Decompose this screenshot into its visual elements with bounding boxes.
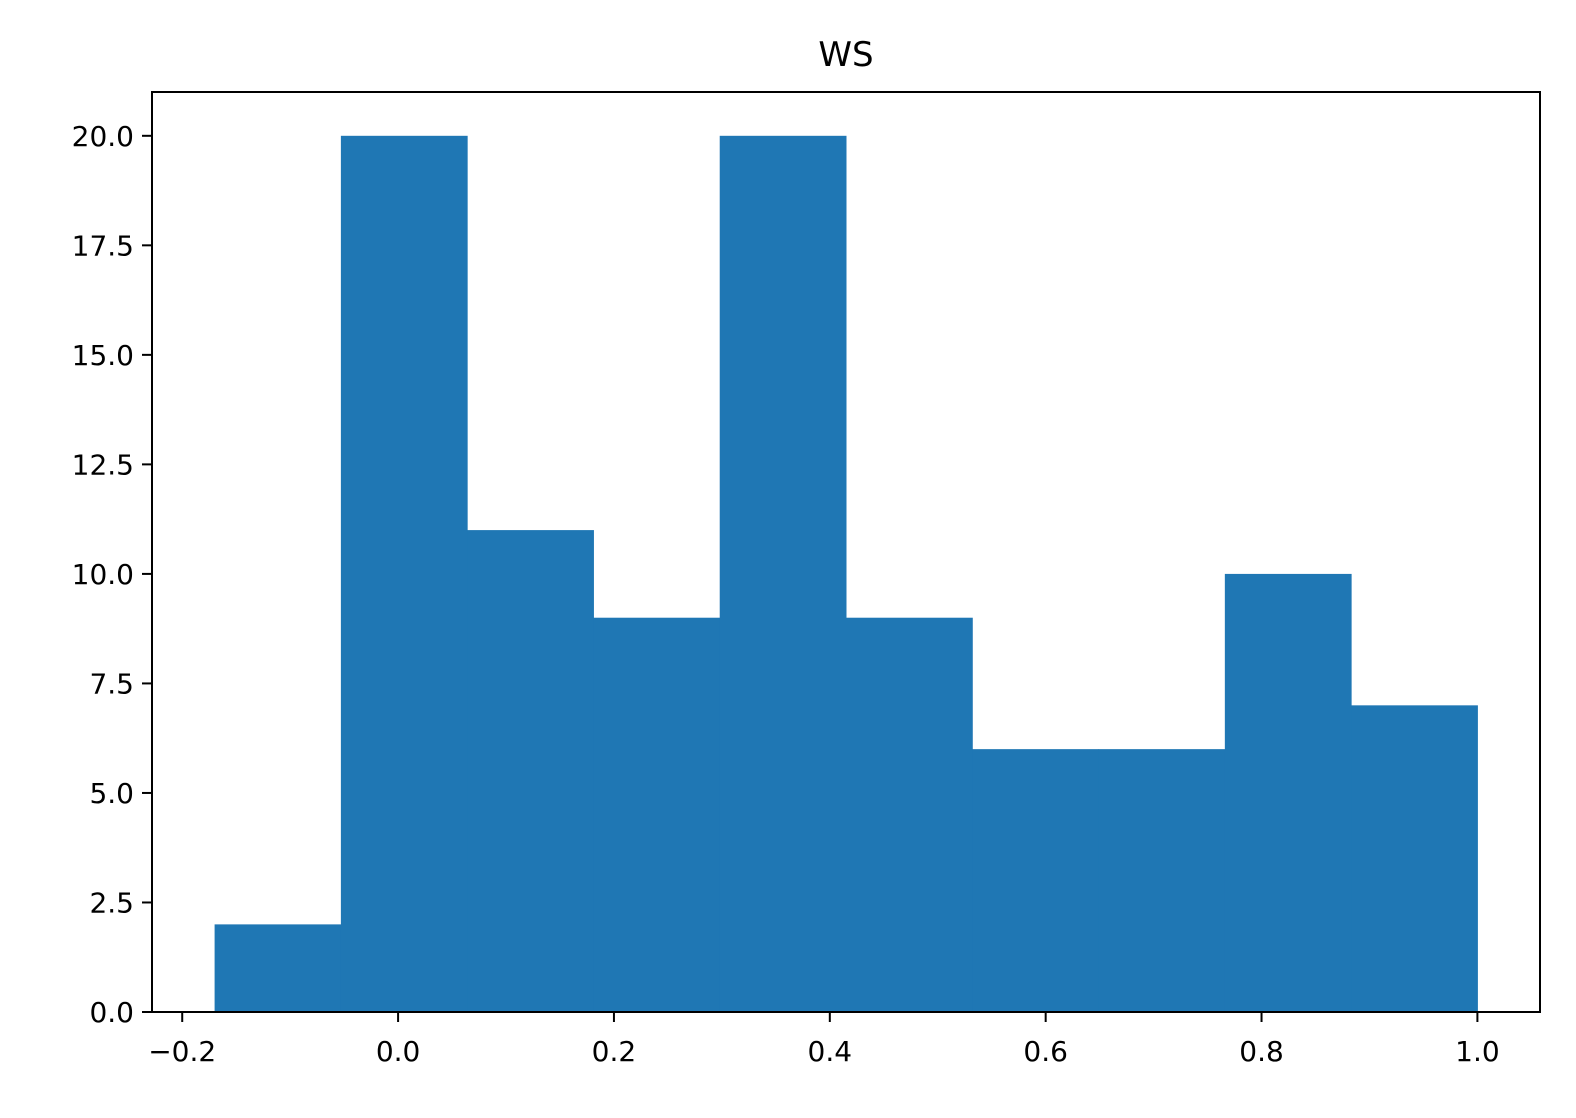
x-tick-label: 0.2 — [592, 1035, 637, 1068]
histogram-bar — [1098, 749, 1226, 1012]
x-tick-label: 0.0 — [376, 1035, 421, 1068]
y-tick-label: 12.5 — [72, 448, 134, 481]
y-tick-label: 7.5 — [89, 667, 134, 700]
x-tick-label: −0.2 — [148, 1035, 216, 1068]
histogram-bar — [1351, 705, 1478, 1012]
x-tick-label: 1.0 — [1455, 1035, 1500, 1068]
y-axis-ticks: 0.0 2.5 5.0 7.5 10.0 12.5 15.0 17.5 20.0 — [72, 120, 152, 1029]
x-axis-ticks: −0.2 0.0 0.2 0.4 0.6 0.8 1.0 — [148, 1012, 1500, 1068]
y-tick-label: 20.0 — [72, 120, 134, 153]
y-tick-label: 17.5 — [72, 229, 134, 262]
y-tick-label: 2.5 — [89, 886, 134, 919]
x-tick-label: 0.4 — [808, 1035, 853, 1068]
y-tick-label: 0.0 — [89, 996, 134, 1029]
y-tick-label: 5.0 — [89, 777, 134, 810]
histogram-bar — [214, 924, 342, 1012]
y-tick-label: 10.0 — [72, 558, 134, 591]
histogram-bar — [972, 749, 1100, 1012]
x-tick-label: 0.6 — [1023, 1035, 1068, 1068]
x-tick-label: 0.8 — [1239, 1035, 1284, 1068]
histogram-bar — [719, 135, 847, 1013]
bars-layer — [214, 135, 1478, 1013]
histogram-bar — [846, 617, 973, 1012]
histogram-bar — [1224, 573, 1352, 1012]
histogram-bar — [593, 617, 721, 1012]
y-tick-label: 15.0 — [72, 339, 134, 372]
plot-frame — [151, 91, 1541, 1013]
histogram-bar — [467, 530, 594, 1012]
histogram-bar — [340, 135, 468, 1013]
chart-title: WS — [818, 35, 873, 75]
